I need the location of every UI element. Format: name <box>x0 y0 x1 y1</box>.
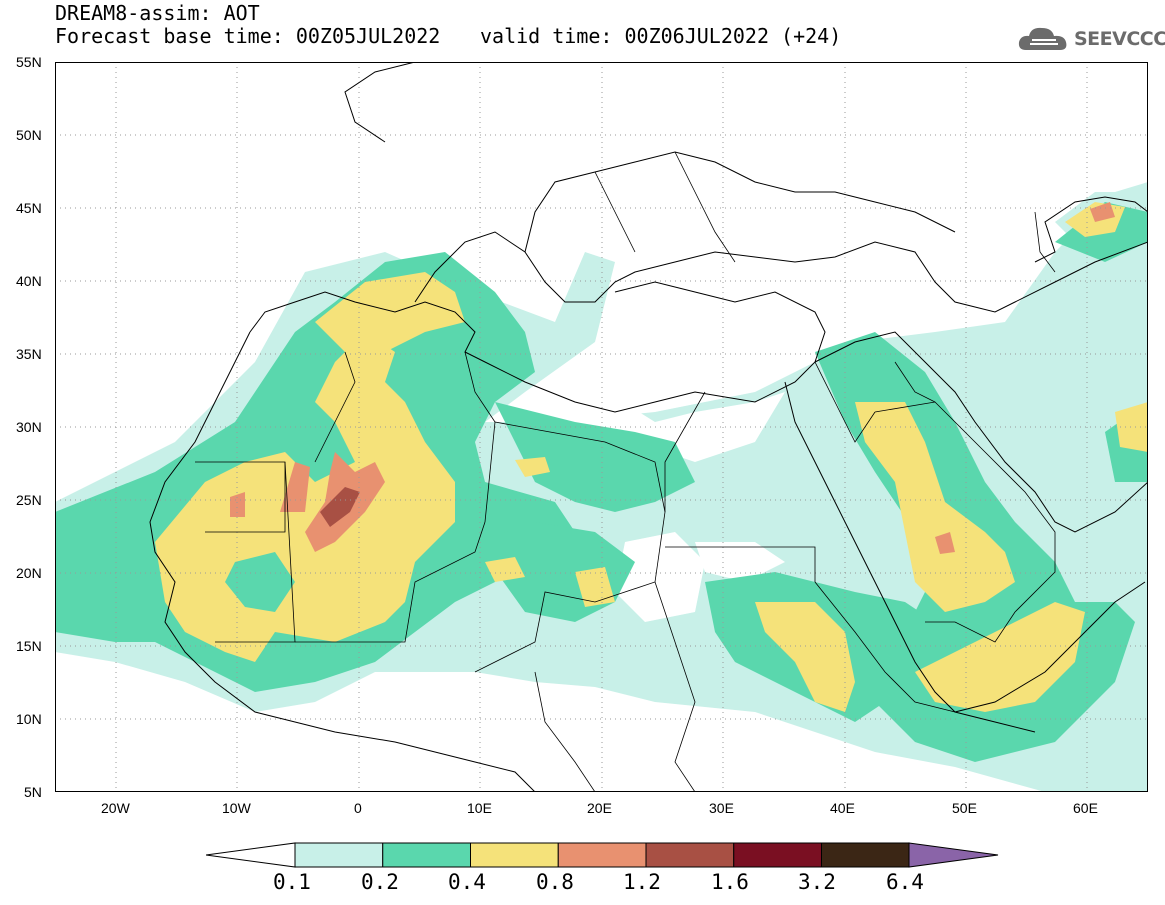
map-frame <box>55 62 1148 792</box>
colorbar-box <box>382 842 471 868</box>
lat-label: 45N <box>16 200 42 216</box>
seevccc-logo: SEEVCCC <box>1018 24 1165 54</box>
aot-colorbar <box>206 842 999 868</box>
lon-label: 20W <box>101 800 130 816</box>
colorbar-box <box>645 842 735 868</box>
colorbar-box <box>557 842 647 868</box>
lon-label: 20E <box>587 800 612 816</box>
lat-label: 30N <box>16 419 42 435</box>
lat-label: 5N <box>24 784 42 800</box>
colorbar-label: 1.2 <box>623 870 661 894</box>
colorbar-label: 3.2 <box>798 870 836 894</box>
forecast-base-time: Forecast base time: 00Z05JUL2022 <box>55 24 441 48</box>
lon-label: 0 <box>354 800 362 816</box>
lon-label: 50E <box>952 800 977 816</box>
aot-field <box>55 62 1148 792</box>
cloud-icon <box>1018 27 1067 50</box>
colorbar-label: 6.4 <box>886 870 924 894</box>
graticule <box>55 62 1148 792</box>
lon-label: 30E <box>709 800 734 816</box>
colorbar-label: 0.1 <box>273 870 311 894</box>
lat-label: 20N <box>16 565 42 581</box>
coastlines <box>149 62 1148 792</box>
colorbar-box <box>294 842 384 868</box>
aot-map <box>55 62 1148 792</box>
colorbar-box <box>470 842 559 868</box>
lat-label: 25N <box>16 492 42 508</box>
country-borders <box>195 151 1056 792</box>
lat-label: 50N <box>16 127 42 143</box>
lat-label: 10N <box>16 711 42 727</box>
colorbar-box <box>821 842 910 868</box>
colorbar-label: 0.2 <box>361 870 399 894</box>
colorbar-label: 0.8 <box>536 870 574 894</box>
colorbar-boxes <box>294 842 910 868</box>
lat-label: 35N <box>16 346 42 362</box>
lon-label: 40E <box>830 800 855 816</box>
colorbar-label: 1.6 <box>711 870 749 894</box>
aot-level-1.2 <box>320 487 360 527</box>
lat-label: 40N <box>16 273 42 289</box>
lon-label: 10W <box>222 800 251 816</box>
colorbar-label: 0.4 <box>448 870 486 894</box>
colorbar-box <box>733 842 822 868</box>
logo-text: SEEVCCC <box>1074 28 1165 50</box>
lon-label: 10E <box>467 800 492 816</box>
lat-label: 55N <box>16 54 42 70</box>
colorbar-under-triangle <box>206 842 296 868</box>
map-title: DREAM8-assim: AOT <box>55 1 260 25</box>
lon-label: 60E <box>1073 800 1098 816</box>
colorbar-over-triangle <box>908 842 999 868</box>
valid-time: valid time: 00Z06JUL2022 (+24) <box>480 24 842 48</box>
lat-label: 15N <box>16 638 42 654</box>
